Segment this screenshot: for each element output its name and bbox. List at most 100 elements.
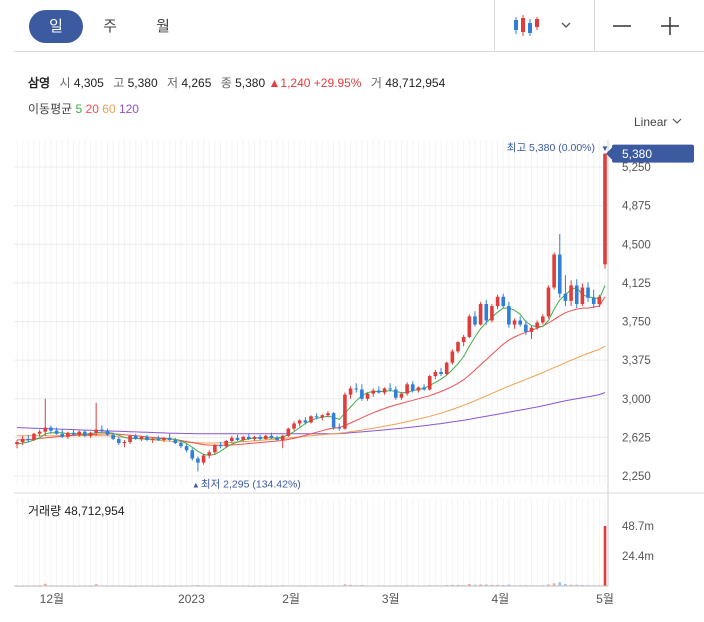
candle-body xyxy=(94,429,98,433)
candle-body xyxy=(71,432,76,435)
candle xyxy=(105,428,110,436)
candle-body xyxy=(303,420,308,423)
low-label: 저 xyxy=(166,76,179,90)
candle xyxy=(541,314,545,325)
candle xyxy=(241,435,245,443)
candle xyxy=(286,427,291,437)
candle xyxy=(552,252,556,290)
minus-icon[interactable] xyxy=(612,16,632,36)
candle xyxy=(247,433,251,440)
plus-icon[interactable] xyxy=(660,16,680,36)
candle xyxy=(320,414,325,421)
candle-body xyxy=(201,455,206,463)
candle-body xyxy=(224,440,228,447)
tab-day[interactable]: 일 xyxy=(29,10,83,43)
candle-body xyxy=(275,437,279,440)
candle xyxy=(77,430,81,437)
candle xyxy=(15,439,19,449)
candle-body xyxy=(49,427,53,431)
tab-month[interactable]: 월 xyxy=(156,18,170,35)
candle-body xyxy=(111,434,115,439)
volume-bar xyxy=(479,584,482,586)
candle xyxy=(88,431,93,438)
scale-selector[interactable]: Linear xyxy=(634,115,683,129)
y-tick-label: 2,250 xyxy=(622,471,651,483)
candle-body xyxy=(230,437,234,441)
candle xyxy=(495,294,500,310)
candle-body xyxy=(190,450,195,459)
chevron-down-icon xyxy=(672,118,682,124)
candle-body xyxy=(365,393,370,399)
candle xyxy=(394,386,398,400)
tab-week[interactable]: 주 xyxy=(103,18,117,35)
moving-average-legend[interactable]: 이동평균 5 20 60 120 xyxy=(28,100,139,117)
candle-body xyxy=(552,254,556,288)
candle-body xyxy=(535,322,539,328)
candle xyxy=(574,279,579,309)
candle-body xyxy=(241,436,245,440)
candle-body xyxy=(218,445,223,447)
candlestick-icon[interactable] xyxy=(512,14,542,38)
candle-body xyxy=(422,387,426,390)
candle xyxy=(230,435,234,444)
candle-body xyxy=(382,388,387,393)
candle-body xyxy=(60,433,65,437)
candle-body xyxy=(133,435,138,439)
candle xyxy=(258,434,262,440)
candle xyxy=(422,384,426,391)
candle xyxy=(150,437,155,444)
candle-body xyxy=(43,427,48,432)
candle-body xyxy=(416,387,421,391)
y-tick-label: 4,125 xyxy=(622,278,651,290)
volume-tick-label: 48.7m xyxy=(622,521,654,533)
candle-body xyxy=(167,437,172,440)
candle xyxy=(524,320,528,335)
candle xyxy=(252,435,257,441)
quote-summary: 삼영 시 4,305 고 5,380 저 4,265 종 5,380 ▲1,24… xyxy=(28,74,445,91)
candle-body xyxy=(574,285,579,304)
candle xyxy=(405,382,409,396)
candle xyxy=(433,369,438,380)
candle xyxy=(116,436,121,446)
moving-average-label: 이동평균 xyxy=(28,102,73,116)
candle-body xyxy=(394,389,398,398)
candle xyxy=(518,316,522,327)
candle-body xyxy=(20,438,25,443)
chevron-down-icon[interactable] xyxy=(560,18,572,30)
candle xyxy=(145,434,149,441)
candle-body xyxy=(518,320,522,325)
y-tick-label: 3,750 xyxy=(622,317,651,329)
open-label: 시 xyxy=(59,76,71,90)
candle-body xyxy=(196,458,200,463)
candle xyxy=(456,341,460,354)
candle-body xyxy=(399,393,404,398)
candle-body xyxy=(512,320,517,325)
x-tick-label: 4월 xyxy=(491,592,509,606)
up-triangle-icon: ▲ xyxy=(192,480,200,489)
candle xyxy=(43,398,48,436)
candle xyxy=(529,325,534,340)
candle-body xyxy=(83,431,87,436)
toolbar-divider xyxy=(494,0,495,52)
candle xyxy=(224,439,228,449)
volume-bar xyxy=(552,583,556,586)
down-triangle-icon: ▼ xyxy=(601,144,609,153)
volume-bar xyxy=(484,584,488,586)
low-marker-label: 최저 2,295 (134.42%) xyxy=(201,478,301,490)
candle xyxy=(66,431,70,439)
candle-body xyxy=(145,436,149,440)
candle-body xyxy=(439,371,443,375)
candle-body xyxy=(490,306,494,321)
candle xyxy=(184,444,189,453)
candle xyxy=(501,293,506,309)
candle xyxy=(557,233,562,298)
candle xyxy=(360,384,364,401)
candle xyxy=(410,381,415,393)
candle-body xyxy=(580,287,585,304)
x-tick-label: 3월 xyxy=(382,592,400,606)
candle xyxy=(32,432,36,441)
volume-label: 거 xyxy=(370,76,382,90)
candle xyxy=(546,285,551,319)
candle-body xyxy=(150,438,155,440)
